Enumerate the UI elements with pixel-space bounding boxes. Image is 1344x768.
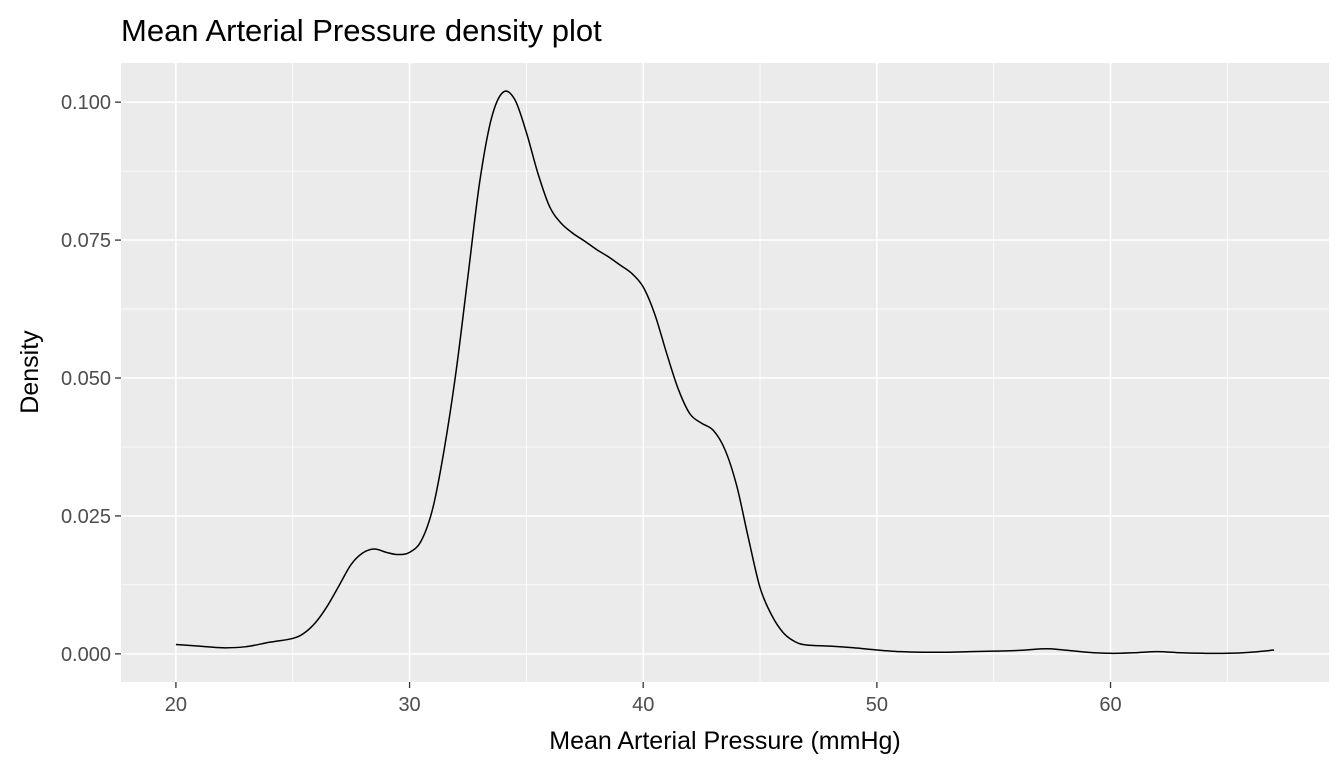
y-tick-label: 0.075 [61, 230, 111, 252]
chart-title: Mean Arterial Pressure density plot [121, 13, 602, 48]
y-tick-label: 0.000 [61, 644, 111, 666]
x-tick-label: 40 [632, 694, 654, 716]
y-tick-label: 0.100 [61, 92, 111, 114]
x-tick-label: 20 [165, 694, 187, 716]
x-tick-label: 30 [398, 694, 420, 716]
y-tick-label: 0.050 [61, 368, 111, 390]
y-tick-label: 0.025 [61, 506, 111, 528]
x-tick-label: 60 [1099, 694, 1121, 716]
x-axis-ticks: 20 30 40 50 60 [165, 682, 1122, 716]
x-tick-label: 50 [866, 694, 888, 716]
major-gridlines [121, 63, 1329, 682]
minor-gridlines [121, 63, 1329, 682]
plot-panel [121, 63, 1329, 682]
x-axis-title: Mean Arterial Pressure (mmHg) [549, 727, 900, 755]
y-axis-title: Density [16, 330, 44, 414]
y-axis-ticks: 0.000 0.025 0.050 0.075 0.100 [61, 92, 121, 666]
density-curve [175, 90, 1275, 655]
